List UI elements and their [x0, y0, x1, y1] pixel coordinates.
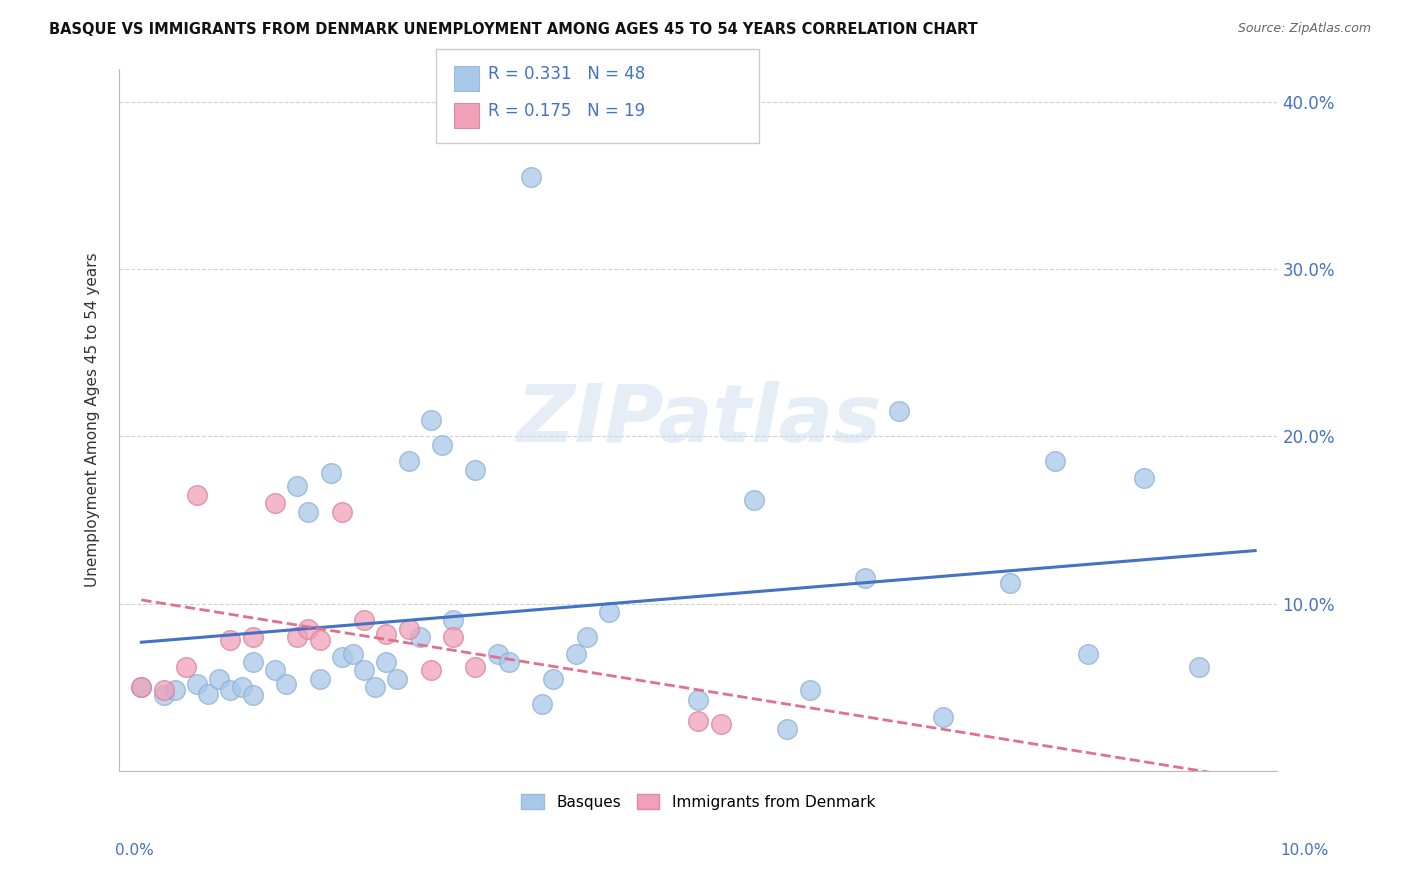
Point — [375, 655, 398, 669]
Point — [152, 689, 174, 703]
Point — [319, 466, 342, 480]
Point — [998, 576, 1021, 591]
Point — [219, 633, 242, 648]
Point — [531, 697, 554, 711]
Point — [297, 622, 319, 636]
Point — [853, 571, 876, 585]
Point — [242, 655, 264, 669]
Point — [152, 683, 174, 698]
Point — [219, 683, 242, 698]
Point — [264, 496, 287, 510]
Point — [398, 454, 420, 468]
Point — [1188, 660, 1211, 674]
Point — [419, 412, 441, 426]
Point — [353, 664, 375, 678]
Point — [776, 722, 799, 736]
Point — [375, 626, 398, 640]
Point — [242, 630, 264, 644]
Point — [598, 605, 620, 619]
Point — [285, 630, 308, 644]
Point — [131, 680, 153, 694]
Point — [486, 647, 509, 661]
Point — [464, 463, 486, 477]
Point — [308, 633, 330, 648]
Point — [398, 622, 420, 636]
Point — [742, 492, 765, 507]
Point — [520, 170, 543, 185]
Point — [1132, 471, 1154, 485]
Point — [274, 677, 297, 691]
Point — [231, 680, 253, 694]
Point — [242, 689, 264, 703]
Point — [308, 672, 330, 686]
Text: 0.0%: 0.0% — [115, 843, 155, 857]
Text: R = 0.331   N = 48: R = 0.331 N = 48 — [488, 65, 645, 83]
Point — [575, 630, 598, 644]
Point — [297, 504, 319, 518]
Point — [330, 504, 353, 518]
Point — [353, 613, 375, 627]
Text: BASQUE VS IMMIGRANTS FROM DENMARK UNEMPLOYMENT AMONG AGES 45 TO 54 YEARS CORRELA: BASQUE VS IMMIGRANTS FROM DENMARK UNEMPL… — [49, 22, 979, 37]
Point — [887, 404, 910, 418]
Point — [464, 660, 486, 674]
Point — [441, 630, 464, 644]
Text: Source: ZipAtlas.com: Source: ZipAtlas.com — [1237, 22, 1371, 36]
Point — [564, 647, 586, 661]
Point — [688, 714, 710, 728]
Text: 10.0%: 10.0% — [1281, 843, 1329, 857]
Point — [688, 693, 710, 707]
Y-axis label: Unemployment Among Ages 45 to 54 years: Unemployment Among Ages 45 to 54 years — [86, 252, 100, 587]
Point — [186, 488, 208, 502]
Point — [186, 677, 208, 691]
Point — [932, 710, 955, 724]
Point — [799, 683, 821, 698]
Point — [197, 687, 219, 701]
Text: R = 0.175   N = 19: R = 0.175 N = 19 — [488, 103, 645, 120]
Point — [709, 717, 731, 731]
Point — [430, 438, 453, 452]
Point — [441, 613, 464, 627]
Point — [163, 683, 186, 698]
Point — [498, 655, 520, 669]
Point — [131, 680, 153, 694]
Point — [285, 479, 308, 493]
Point — [1077, 647, 1099, 661]
Point — [208, 672, 231, 686]
Point — [387, 672, 409, 686]
Point — [419, 664, 441, 678]
Point — [342, 647, 364, 661]
Text: ZIPatlas: ZIPatlas — [516, 381, 880, 458]
Point — [543, 672, 565, 686]
Point — [330, 650, 353, 665]
Legend: Basques, Immigrants from Denmark: Basques, Immigrants from Denmark — [515, 788, 882, 815]
Point — [174, 660, 197, 674]
Point — [364, 680, 387, 694]
Point — [1043, 454, 1066, 468]
Point — [264, 664, 287, 678]
Point — [409, 630, 432, 644]
